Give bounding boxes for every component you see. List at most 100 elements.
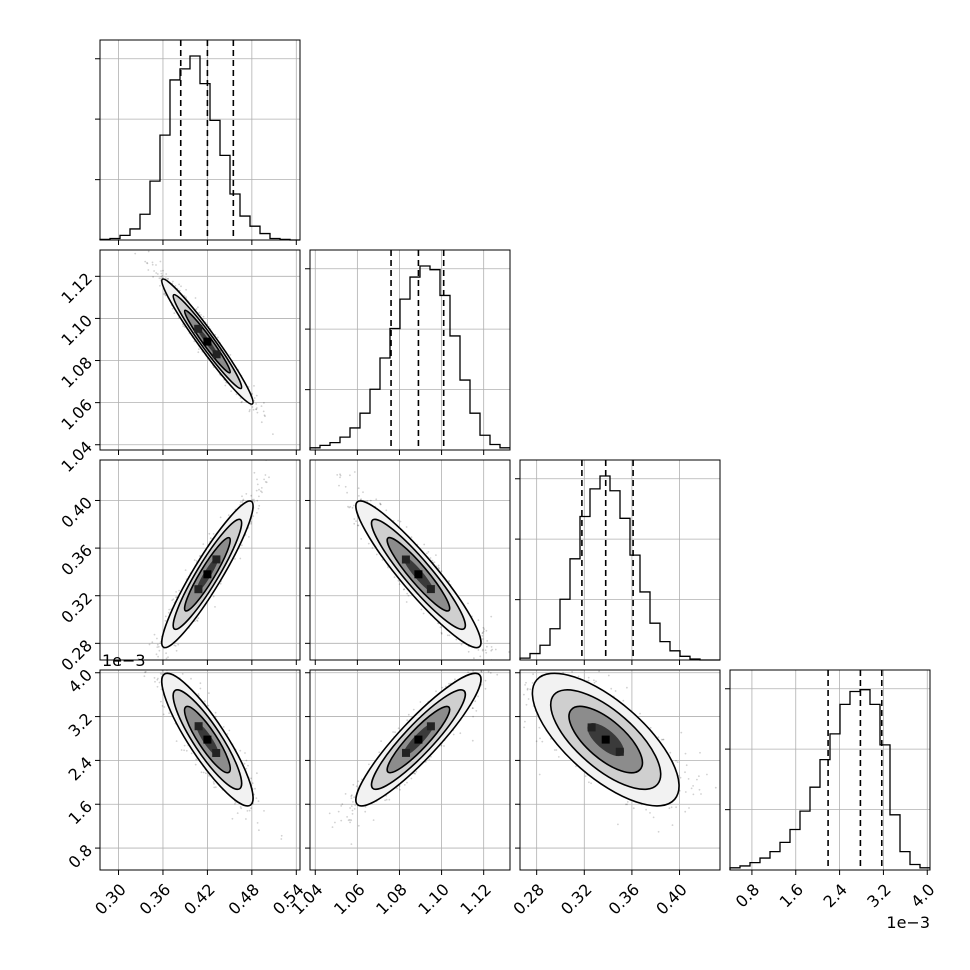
sample-point xyxy=(250,521,253,523)
sample-point xyxy=(255,394,258,397)
density-cell xyxy=(212,350,221,359)
sample-point xyxy=(446,634,449,637)
sample-point xyxy=(375,553,378,556)
sample-point xyxy=(253,385,255,387)
sample-point xyxy=(165,652,168,655)
sample-point xyxy=(229,354,232,356)
panel-frame xyxy=(99,459,301,661)
sample-point xyxy=(255,797,258,800)
sample-point xyxy=(199,555,201,557)
x-tick-label: 2.4 xyxy=(819,880,850,911)
sample-point xyxy=(163,668,165,670)
sample-point xyxy=(256,483,259,486)
sample-point xyxy=(152,661,154,663)
sample-point xyxy=(258,504,261,507)
sample-point xyxy=(194,297,197,299)
sample-point xyxy=(429,557,432,559)
sample-point xyxy=(272,433,274,435)
sample-point xyxy=(379,503,382,506)
sample-point xyxy=(146,675,148,677)
x-tick-label: 0.8 xyxy=(732,880,763,911)
sample-point xyxy=(234,803,236,805)
scatter-panel-2-0 xyxy=(99,459,301,677)
sample-point xyxy=(193,559,196,561)
sample-point xyxy=(165,277,167,279)
sample-point xyxy=(256,499,259,502)
sample-point xyxy=(438,567,440,570)
sample-point xyxy=(440,632,443,635)
y-tick-label: 1.04 xyxy=(57,437,96,476)
sample-point xyxy=(198,348,200,350)
sample-point xyxy=(448,634,451,637)
y-tick-label: 1.10 xyxy=(57,311,96,350)
sample-point xyxy=(367,542,370,545)
sample-point xyxy=(473,657,475,660)
y-axis-2-0: 0.280.320.360.40 xyxy=(57,493,100,675)
sample-point xyxy=(250,807,253,810)
sample-point xyxy=(147,250,150,253)
sample-point xyxy=(261,491,263,494)
sample-point xyxy=(357,487,360,490)
sample-point xyxy=(165,657,168,660)
density-cell xyxy=(194,324,203,333)
sample-point xyxy=(248,536,250,538)
sample-point xyxy=(240,807,243,810)
sample-point xyxy=(178,283,181,286)
y-tick-label: 1.12 xyxy=(57,269,96,308)
sample-point xyxy=(153,673,155,675)
sample-point xyxy=(157,655,160,658)
sample-point xyxy=(253,471,256,474)
sample-point xyxy=(379,503,382,506)
y-tick-label: 1.08 xyxy=(57,353,96,392)
scatter-panel-3-0 xyxy=(99,668,301,871)
sample-point xyxy=(399,520,402,523)
sample-point xyxy=(255,489,258,492)
sample-point xyxy=(460,643,463,646)
sample-point xyxy=(194,763,197,766)
y-tick-label: 0.36 xyxy=(57,541,96,580)
sample-point xyxy=(405,601,408,603)
sample-point xyxy=(256,411,259,414)
sample-point xyxy=(178,589,181,592)
sample-point xyxy=(349,505,352,508)
sample-point xyxy=(251,498,254,501)
sample-point xyxy=(488,667,490,669)
sample-point xyxy=(481,635,484,637)
sample-point xyxy=(164,615,167,618)
sample-point xyxy=(481,632,484,635)
sample-point xyxy=(253,500,256,503)
sample-point xyxy=(156,273,159,275)
sample-point xyxy=(486,645,488,648)
sample-point xyxy=(256,478,258,481)
histogram-step-1 xyxy=(309,265,510,450)
sample-point xyxy=(360,538,363,540)
sample-point xyxy=(339,476,341,479)
sample-point xyxy=(195,308,198,310)
sample-point xyxy=(239,806,242,808)
sample-point xyxy=(203,700,206,703)
sample-point xyxy=(160,688,163,691)
sample-point xyxy=(375,498,378,501)
sample-point xyxy=(243,762,246,765)
sample-point xyxy=(248,410,251,413)
sample-point xyxy=(252,515,255,518)
sample-point xyxy=(174,285,177,287)
sample-point xyxy=(344,485,347,488)
sample-point xyxy=(346,491,348,494)
sample-point xyxy=(195,560,198,562)
sample-point xyxy=(448,579,450,582)
sample-point xyxy=(264,474,267,476)
sample-point xyxy=(197,617,200,619)
sample-point xyxy=(200,771,203,774)
sample-point xyxy=(410,536,413,539)
sample-point xyxy=(155,264,157,266)
sample-point xyxy=(371,547,374,549)
sample-point xyxy=(144,671,146,674)
sample-point xyxy=(147,269,150,271)
sample-point xyxy=(257,507,260,510)
sample-point xyxy=(240,544,243,547)
sample-point xyxy=(182,325,185,327)
sample-point xyxy=(355,520,357,522)
sample-point xyxy=(482,626,485,629)
